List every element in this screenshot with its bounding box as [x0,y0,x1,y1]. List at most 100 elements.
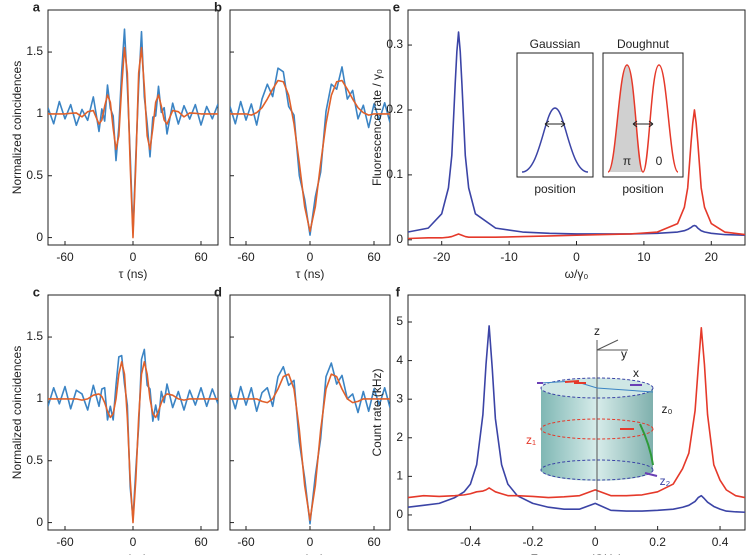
panel: f -0.4 -0.2 0 0.2 0.4 0 1 2 3 4 5 Frequency (GHz) Cou… [370,284,746,555]
plot-frame [47,9,219,246]
series-line [48,46,218,239]
shaded-lobe [608,65,643,172]
x-tick-label: 0 [592,535,599,549]
panel-label: d [214,284,222,299]
annotation: 0 [656,154,663,168]
y-axis-label: Fluorescence rate / γ₀ [370,69,384,186]
x-tick-label: 60 [194,535,208,549]
x-tick-label: 60 [194,250,208,264]
panel: d -60 0 60 τ (ns) [214,284,391,555]
y-tick-label: 0 [36,515,43,529]
series-line [230,362,390,525]
arrow [544,120,566,128]
y-tick-label: 0.5 [26,168,43,182]
y-axis-label: Normalized coincidences [10,61,24,194]
gaussian-profile [521,107,589,173]
annotation: y [621,347,627,361]
x-tick-label: 0.2 [649,535,666,549]
y-tick-label: 0.3 [386,37,403,51]
plot-frame [229,9,391,246]
arrow [564,380,634,430]
panel: b -60 0 60 τ (ns) [214,0,391,281]
y-tick-label: 0 [36,230,43,244]
inset-box [516,52,594,178]
x-tick-label: -20 [433,250,451,264]
y-tick-label: 0 [396,507,403,521]
y-tick-label: 0.1 [386,167,403,181]
x-tick-label: -60 [56,535,74,549]
series-line [230,66,390,236]
y-tick-label: 1 [36,391,43,405]
y-tick-label: 5 [396,314,403,328]
y-tick-label: 1 [396,469,403,483]
annotation: Doughnut [617,37,670,51]
y-tick-label: 4 [396,353,403,367]
panel-label: b [214,0,222,14]
x-tick-label: -10 [500,250,518,264]
bottom-ring [540,459,654,481]
panel-label: c [33,284,40,299]
trajectory [540,380,654,393]
annotation: x [633,366,639,380]
x-tick-label: 0 [130,535,137,549]
x-tick-label: 10 [637,250,651,264]
series-line [230,373,390,521]
annotation: z [594,324,600,338]
y-tick-label: 1.5 [26,329,43,343]
x-tick-label: -0.4 [460,535,481,549]
series-line [408,31,745,237]
doughnut-profile [607,64,679,173]
x-tick-label: 60 [367,250,381,264]
x-tick-label: 0.4 [712,535,729,549]
x-axis-label: τ (ns) [296,552,325,555]
arrow [632,120,654,128]
x-axis-label: τ (ns) [296,267,325,281]
panel-label: a [33,0,41,14]
annotation: position [534,182,575,196]
plot-frame [229,294,391,531]
mid-ring [540,418,654,440]
series-line [408,109,745,240]
panel-label: e [393,0,400,14]
y-tick-label: 1.5 [26,44,43,58]
series-line [408,327,745,499]
series-line [48,360,218,524]
panel: a -60 0 60 0 0.5 1 1.5 τ (ns) Normalized coincide… [10,0,219,281]
panel: c -60 0 60 0 0.5 1 1.5 τ (ns) Normalized coincide… [10,284,219,555]
y-tick-label: 3 [396,391,403,405]
x-tick-label: 60 [367,535,381,549]
annotation: position [622,182,663,196]
cylinder-illustration [537,339,658,500]
panel: e -20 -10 0 10 20 0 0.1 0.2 0.3 ω/γ₀ Fluorescence r… [370,0,746,281]
x-tick-label: 0 [573,250,580,264]
x-tick-label: 0 [307,250,314,264]
x-tick-label: 0 [307,535,314,549]
y-axis-label: Count rate (kHz) [370,368,384,456]
y-tick-label: 0 [396,232,403,246]
y-axis [596,339,619,351]
annotation: Gaussian [530,37,581,51]
x-tick-label: -0.2 [522,535,543,549]
plot-frame [47,294,219,531]
x-tick-label: 0 [130,250,137,264]
x-axis-label: τ (ns) [119,267,148,281]
annotation: z₀ [662,402,673,416]
x-tick-label: -60 [56,250,74,264]
y-tick-label: 0.2 [386,102,403,116]
annotation: π [623,154,631,168]
annotation: z₁ [526,433,536,447]
x-tick-label: -60 [237,535,255,549]
x-tick-label: 20 [705,250,719,264]
arrow [537,382,658,477]
y-axis-label: Normalized coincidences [10,346,24,479]
series-line [408,325,745,514]
annotation: z₂ [660,474,671,488]
panel-label: f [396,284,401,299]
trajectory [639,423,654,466]
y-tick-label: 0.5 [26,453,43,467]
y-tick-label: 1 [36,106,43,120]
x-tick-label: -60 [237,250,255,264]
inset-illustration [516,52,684,178]
x-axis-label: ω/γ₀ [565,267,589,281]
